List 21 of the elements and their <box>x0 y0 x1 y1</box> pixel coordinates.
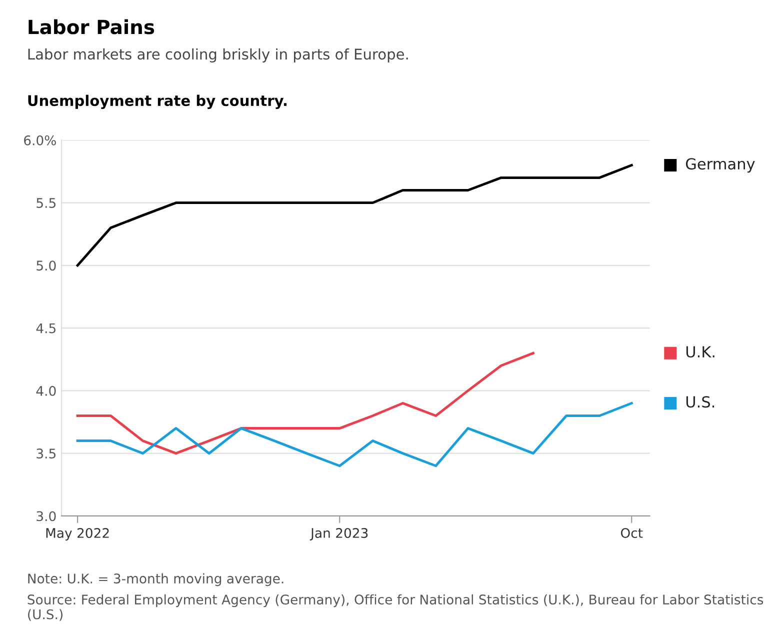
x-tick-label: Jan 2023 <box>310 528 368 540</box>
line-series <box>76 402 633 468</box>
text: Note: U.K. = 3-month moving average. <box>28 573 284 586</box>
chart-title: Labor Pains <box>28 19 154 34</box>
chart-subtitle: Labor markets are cooling briskly in parts of Europe. <box>28 48 408 62</box>
x-tick-label: May 2022 <box>46 528 109 541</box>
y-tick-label: 4.0 <box>36 386 56 396</box>
y-tick-label: 6.0% <box>24 135 56 146</box>
source-note: Source: Federal Employment Agency (Germany), Office for National Statistics (U.K.), Bureau for Labor Statistics (U.S.) <box>28 594 764 621</box>
line-series <box>76 164 633 267</box>
y-tick-label: 5.5 <box>36 198 56 208</box>
line-series <box>76 352 534 455</box>
y-tick-label: 3.5 <box>36 448 56 459</box>
legend-label: Germany <box>686 158 755 173</box>
legend-label: U.S. <box>686 396 714 408</box>
x-tick-label: Oct <box>620 528 643 538</box>
y-axis-title: Unemployment rate by country. <box>28 94 287 110</box>
y-tick-label: 4.5 <box>36 323 56 334</box>
y-tick-label: 3.0 <box>36 511 56 522</box>
legend-label: U.K. <box>686 346 714 358</box>
y-tick-label: 5.0 <box>36 260 56 271</box>
